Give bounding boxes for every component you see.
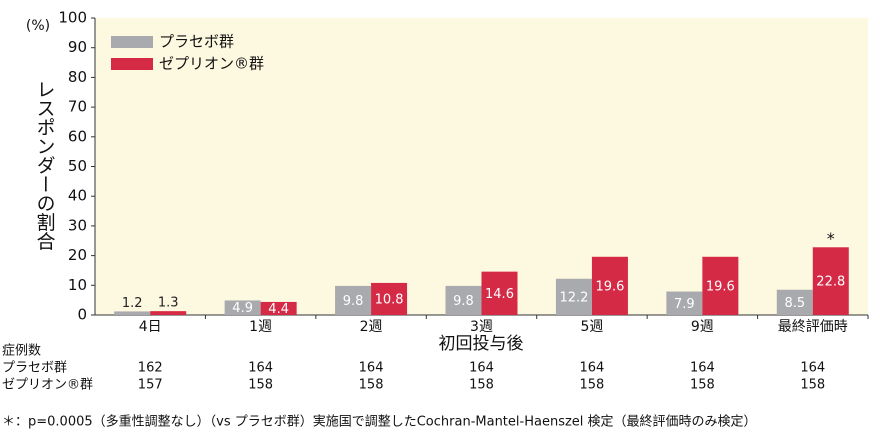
bar — [445, 285, 482, 315]
bar — [114, 311, 151, 315]
value-label: 22.8 — [816, 275, 845, 290]
x-tick-label: 9週 — [691, 319, 714, 335]
y-tick-label: 100 — [58, 9, 87, 27]
table-cell: 164 — [248, 361, 273, 376]
value-label: 19.6 — [595, 279, 624, 294]
bar — [776, 289, 813, 315]
value-label: 10.8 — [375, 292, 404, 307]
value-label: 19.6 — [706, 279, 735, 294]
legend-label: プラセボ群 — [159, 33, 234, 51]
value-label: 14.6 — [485, 287, 514, 302]
x-tick-label: 最終評価時 — [778, 319, 848, 335]
legend-label: ゼプリオン®群 — [159, 55, 264, 73]
bar — [591, 256, 628, 315]
x-tick-label: 5週 — [580, 319, 603, 335]
y-tick-label: 50 — [68, 157, 87, 175]
annotation: * — [827, 229, 835, 248]
y-tick-label: 0 — [77, 306, 87, 324]
bar — [260, 301, 297, 315]
table-row-label: プラセボ群 — [2, 361, 67, 376]
value-label: 1.3 — [158, 296, 179, 311]
x-tick-label: 4日 — [139, 319, 162, 335]
table-cell: 164 — [359, 361, 384, 376]
legend-swatch — [111, 36, 153, 48]
value-label: 8.5 — [784, 296, 805, 311]
y-tick-label: 60 — [68, 127, 87, 145]
footnote: ＊：p=0.0005（多重性調整なし）（vs プラセボ群）実施国で調整したCoc… — [2, 414, 757, 430]
table-cell: 162 — [138, 361, 163, 376]
table-cell: 158 — [800, 378, 825, 393]
bar — [666, 291, 703, 315]
plot-background — [95, 18, 868, 315]
x-tick-label: 2週 — [360, 319, 383, 335]
bar — [702, 256, 739, 315]
y-tick-label: 30 — [68, 216, 87, 234]
value-label: 1.2 — [122, 296, 143, 311]
x-tick-label: 1週 — [249, 319, 272, 335]
value-label: 7.9 — [674, 297, 695, 312]
value-label: 12.2 — [559, 290, 588, 305]
bar — [335, 285, 372, 315]
bar — [224, 300, 261, 315]
bar — [481, 271, 518, 315]
y-tick-label: 80 — [68, 68, 87, 86]
bar — [150, 311, 187, 315]
x-tick-label: 3週 — [470, 319, 493, 335]
table-cell: 158 — [359, 378, 384, 393]
table-cell: 158 — [248, 378, 273, 393]
y-unit: (%) — [26, 18, 50, 34]
table-cell: 164 — [580, 361, 605, 376]
table-row-label: ゼプリオン®群 — [2, 378, 93, 393]
value-label: 9.8 — [343, 294, 364, 309]
y-tick-label: 20 — [68, 246, 87, 264]
table-cell: 164 — [469, 361, 494, 376]
table-cell: 158 — [469, 378, 494, 393]
bar — [812, 247, 849, 315]
bar — [371, 282, 408, 315]
y-tick-label: 10 — [68, 276, 87, 294]
y-title: レスポンダーの割合 — [34, 80, 56, 251]
y-tick-label: 90 — [68, 38, 87, 56]
legend-swatch — [111, 58, 153, 70]
value-label: 9.8 — [453, 294, 474, 309]
y-tick-label: 40 — [68, 187, 87, 205]
bar — [555, 278, 592, 315]
table-cell: 157 — [138, 378, 163, 393]
table-cell: 164 — [800, 361, 825, 376]
table-cell: 164 — [690, 361, 715, 376]
x-title: 初回投与後 — [439, 334, 524, 354]
table-cell: 158 — [580, 378, 605, 393]
table-title: 症例数 — [2, 344, 41, 359]
value-label: 4.9 — [232, 301, 253, 316]
table-cell: 158 — [690, 378, 715, 393]
value-label: 4.4 — [268, 302, 289, 317]
y-tick-label: 70 — [68, 98, 87, 116]
